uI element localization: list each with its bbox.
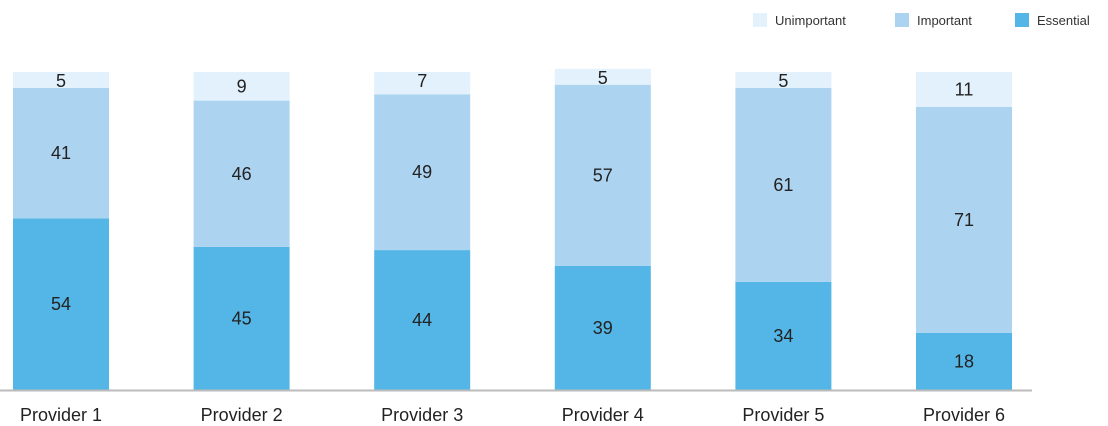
data-label: 61 — [773, 175, 793, 195]
x-tick-label: Provider 2 — [201, 405, 283, 425]
bar-segment-essential — [374, 250, 471, 390]
data-label: 9 — [237, 76, 247, 96]
bar-group-provider-4: 39 57 5 — [554, 68, 651, 390]
bar-segment-unimportant — [735, 72, 832, 88]
legend-swatch — [1015, 13, 1029, 27]
data-label: 5 — [56, 71, 66, 91]
legend-item-essential: Essential — [1015, 13, 1090, 28]
data-label: 54 — [51, 294, 71, 314]
data-label: 41 — [51, 143, 71, 163]
bar-segment-unimportant — [374, 72, 471, 95]
bar-group-provider-3: 44 49 7 — [374, 71, 471, 390]
bar-segment-essential — [13, 218, 109, 390]
data-label: 5 — [778, 71, 788, 91]
bar-segment-unimportant — [13, 72, 109, 88]
x-tick-label: Provider 3 — [381, 405, 463, 425]
bar-segment-essential — [554, 265, 651, 390]
legend-item-important: Important — [895, 13, 972, 28]
data-label: 57 — [593, 165, 613, 185]
chart-legend: Unimportant Important Essential — [753, 13, 1090, 28]
legend-item-unimportant: Unimportant — [753, 13, 846, 28]
bar-segment-important — [735, 87, 832, 282]
bar-group-provider-2: 45 46 9 — [193, 72, 290, 390]
data-label: 71 — [954, 210, 974, 230]
data-label: 46 — [232, 164, 252, 184]
data-label: 49 — [412, 162, 432, 182]
bar-group-provider-6: 18 71 11 — [916, 72, 1012, 390]
data-label: 39 — [593, 318, 613, 338]
data-label: 7 — [417, 71, 427, 91]
x-tick-label: Provider 5 — [742, 405, 824, 425]
bar-segment-unimportant — [554, 68, 651, 85]
bar-segment-essential — [916, 332, 1012, 390]
x-tick-label: Provider 1 — [20, 405, 102, 425]
data-label: 5 — [598, 68, 608, 88]
bar-segment-important — [13, 87, 109, 219]
legend-swatch — [895, 13, 909, 27]
data-label: 18 — [954, 351, 974, 371]
legend-label: Unimportant — [775, 13, 846, 28]
x-tick-label: Provider 6 — [923, 405, 1005, 425]
legend-label: Essential — [1037, 13, 1090, 28]
legend-label: Important — [917, 13, 972, 28]
chart-bars: 54 41 5 45 46 9 44 49 7 39 57 5 34 61 5 18 71 11 — [13, 68, 1012, 390]
data-label: 44 — [412, 310, 432, 330]
x-axis-labels: Provider 1 Provider 2 Provider 3 Provider 4… — [20, 405, 1005, 425]
x-tick-label: Provider 4 — [562, 405, 644, 425]
data-label: 11 — [955, 79, 974, 99]
bar-segment-important — [916, 106, 1012, 333]
bar-segment-important — [554, 84, 651, 266]
bar-segment-important — [193, 100, 290, 247]
bar-segment-unimportant — [193, 72, 290, 101]
bar-group-provider-5: 34 61 5 — [735, 71, 832, 390]
bar-segment-important — [374, 94, 471, 251]
bar-segment-essential — [735, 281, 832, 390]
data-label: 34 — [773, 326, 793, 346]
data-label: 45 — [232, 308, 252, 328]
bar-group-provider-1: 54 41 5 — [13, 71, 109, 390]
bar-segment-unimportant — [916, 72, 1012, 107]
bar-segment-essential — [193, 246, 290, 390]
legend-swatch — [753, 13, 767, 27]
